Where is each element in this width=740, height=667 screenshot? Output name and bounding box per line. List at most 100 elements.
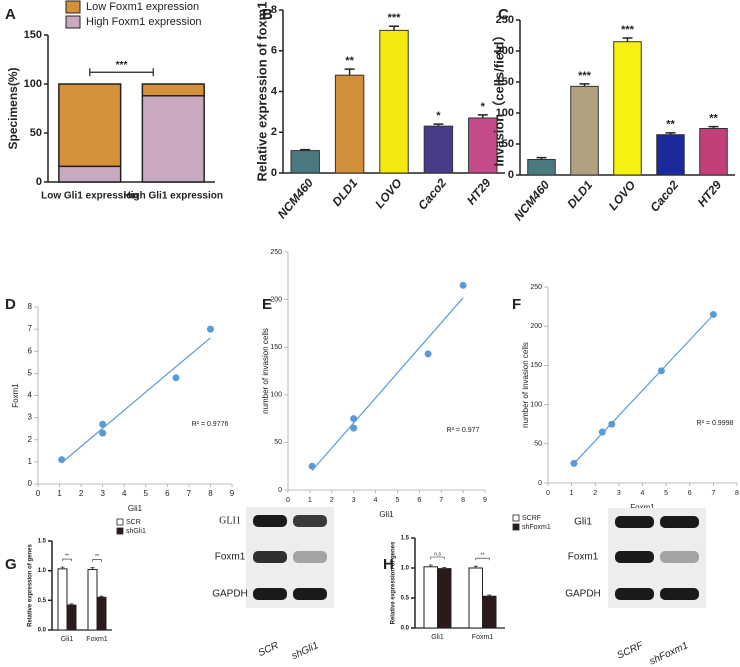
x-tick-label: DLD1 — [329, 176, 360, 209]
bar — [66, 604, 77, 631]
blot-band — [615, 588, 654, 600]
error-bar — [69, 603, 74, 606]
significance-label: * — [481, 101, 486, 113]
legend-swatch — [65, 0, 81, 14]
legend-label: shGli1 — [126, 528, 146, 535]
y-tick-label: 1.0 — [38, 568, 47, 574]
bar — [290, 150, 320, 174]
r-squared: R² = 0.9998 — [697, 420, 734, 427]
x-tick-label: 0 — [546, 490, 550, 497]
y-tick-label: 200 — [530, 323, 542, 330]
y-tick-label: 6 — [271, 45, 277, 57]
y-axis-label: Relative expression of genes — [391, 541, 397, 624]
significance-label: *** — [578, 70, 592, 82]
x-tick-label: 8 — [208, 489, 213, 498]
x-tick-label: 7 — [187, 489, 192, 498]
blot-lane-label: shFoxm1 — [648, 640, 690, 667]
error-bar — [579, 83, 590, 87]
legend-label: High Foxm1 expression — [86, 16, 202, 28]
point — [657, 367, 665, 375]
y-tick-label: 8 — [271, 4, 277, 16]
x-axis-label: Foxm1 — [630, 503, 655, 512]
significance-bracket — [92, 559, 102, 562]
y-tick-label: 1.0 — [401, 566, 410, 572]
y-tick-label: 200 — [496, 45, 514, 57]
y-tick-label: 150 — [530, 362, 542, 369]
blot-band — [293, 588, 327, 600]
error-bar — [487, 594, 492, 597]
x-tick-label: 0 — [286, 497, 290, 504]
y-axis-label: Specimens(%) — [6, 67, 20, 149]
y-axis-label: Relative expression of genes — [28, 543, 34, 626]
panel-label: G — [5, 556, 17, 573]
panel-label: D — [5, 296, 16, 313]
y-tick-label: 150 — [24, 29, 42, 41]
y-tick-label: 50 — [534, 441, 542, 448]
x-tick-label: Caco2 — [647, 178, 681, 215]
bar-segment — [58, 165, 122, 183]
y-tick-label: 6 — [28, 346, 33, 355]
x-tick-label: 3 — [100, 489, 105, 498]
blot-row-label: GAPDH — [212, 589, 248, 600]
legend-swatch — [116, 518, 124, 526]
y-tick-label: 100 — [530, 401, 542, 408]
x-tick-label: LOVO — [372, 175, 405, 211]
point — [172, 374, 180, 382]
y-tick-label: 0 — [538, 480, 542, 487]
panel-label: C — [498, 6, 509, 23]
y-axis-label: Invasion（cells/field） — [491, 29, 506, 167]
bar — [437, 568, 452, 629]
x-tick-label: 2 — [330, 497, 334, 504]
y-tick-label: 0.5 — [38, 598, 47, 604]
bar — [656, 134, 685, 176]
y-tick-label: 150 — [496, 76, 514, 88]
x-tick-label: 1 — [57, 489, 62, 498]
point — [58, 456, 66, 464]
bar — [87, 568, 98, 631]
x-tick-label: HT29 — [695, 178, 725, 210]
x-tick-label: LOVO — [606, 177, 639, 213]
x-tick-label: 1 — [308, 497, 312, 504]
bar — [96, 596, 107, 631]
legend-swatch — [116, 527, 124, 535]
y-tick-label: 50 — [30, 127, 42, 139]
point — [608, 420, 616, 428]
y-tick-label: 100 — [496, 107, 514, 119]
x-axis-label: Gli1 — [128, 504, 143, 513]
y-tick-label: 0 — [28, 479, 33, 488]
point — [99, 420, 107, 428]
significance-label: *** — [388, 12, 402, 24]
x-tick-label: 8 — [735, 490, 739, 497]
x-tick-label: Foxm1 — [86, 636, 108, 643]
bar — [699, 128, 728, 176]
significance-label: *** — [116, 60, 128, 71]
panel-label: E — [262, 296, 272, 313]
blot-band — [253, 515, 287, 527]
x-tick-label: 1 — [570, 490, 574, 497]
y-tick-label: 50 — [274, 439, 282, 446]
point — [570, 459, 578, 467]
x-tick-label: 6 — [688, 490, 692, 497]
legend-label: Low Foxm1 expression — [86, 1, 199, 13]
significance-label: ** — [345, 55, 354, 67]
x-tick-label: 0 — [36, 489, 41, 498]
bar — [613, 41, 642, 176]
bar — [482, 595, 497, 629]
y-axis-label: number of invasion cells — [521, 342, 530, 428]
legend-label: SCRF — [522, 515, 541, 522]
y-tick-label: 0.0 — [38, 628, 47, 634]
significance-label: *** — [621, 24, 635, 36]
legend-swatch — [65, 15, 81, 29]
error-bar — [708, 125, 719, 129]
blot-row-label: Foxm1 — [568, 552, 599, 563]
y-tick-label: 100 — [270, 392, 282, 399]
error-bar — [665, 132, 676, 135]
point — [709, 310, 717, 318]
y-tick-label: 150 — [270, 344, 282, 351]
point — [308, 462, 316, 470]
panel-label: H — [383, 556, 394, 573]
blot-band — [660, 551, 699, 563]
y-tick-label: 0 — [278, 487, 282, 494]
legend-swatch — [512, 514, 520, 522]
bar — [423, 566, 438, 629]
